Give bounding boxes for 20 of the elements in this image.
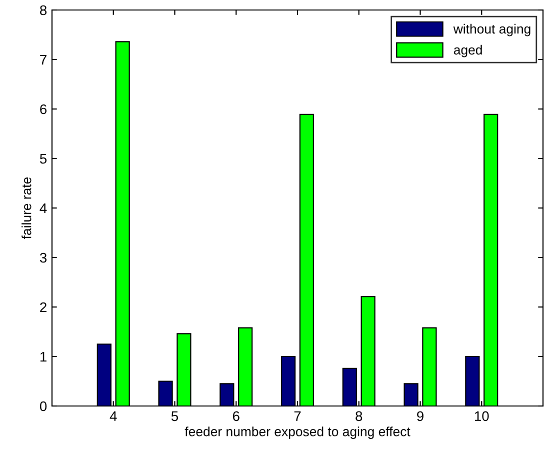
legend-label: without aging — [453, 24, 530, 36]
y-tick-label: 7 — [40, 54, 46, 65]
y-tick-label: 2 — [40, 302, 46, 312]
y-tick-label: 4 — [40, 203, 47, 214]
legend-label: aged — [454, 44, 482, 58]
x-tick-label: 4 — [110, 411, 117, 421]
y-tick-label: 1 — [40, 352, 46, 362]
y-tick-label: 5 — [40, 154, 47, 164]
x-tick-label: 7 — [294, 411, 301, 421]
y-tick-label: 6 — [40, 104, 47, 114]
x-tick-label: 10 — [474, 411, 489, 422]
y-tick-label: 0 — [40, 401, 47, 412]
y-tick-label: 8 — [40, 5, 47, 16]
x-tick-label: 9 — [417, 411, 424, 422]
x-tick-label: 5 — [171, 411, 178, 422]
x-axis-title: feeder number exposed to aging effect — [184, 426, 410, 439]
x-tick-label: 8 — [356, 411, 362, 422]
x-tick-label: 6 — [232, 411, 240, 422]
y-axis-title: failure rate — [22, 177, 32, 239]
y-tick-label: 3 — [40, 252, 47, 263]
